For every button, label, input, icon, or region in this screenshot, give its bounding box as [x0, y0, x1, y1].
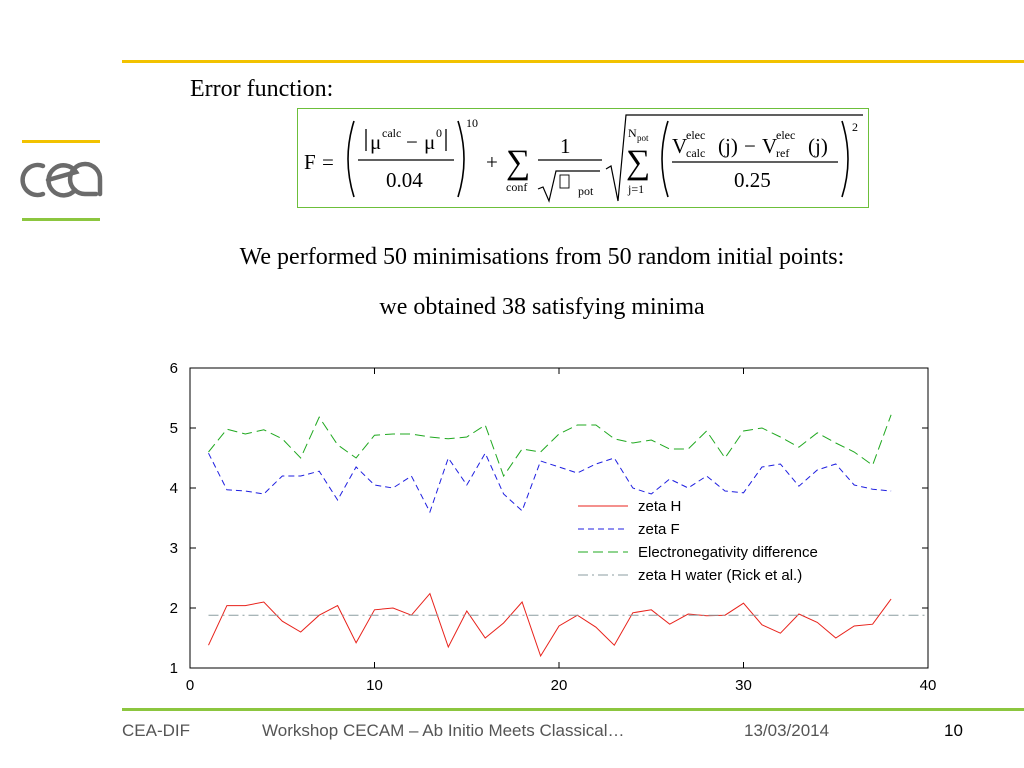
y-tick-label: 2 — [170, 600, 178, 617]
legend-label-zeta-h: zeta H — [638, 498, 681, 515]
formula-exponent-2: 2 — [852, 120, 858, 134]
cea-logo — [18, 140, 104, 222]
series-line-electroneg — [208, 414, 892, 478]
x-tick-label: 30 — [735, 677, 752, 694]
formula-calc-sub: calc — [686, 146, 705, 160]
y-tick-label: 5 — [170, 420, 178, 437]
formula-V-ref: V — [762, 134, 777, 158]
formula-pot-sub-2: pot — [637, 133, 649, 143]
statement-minimisations: We performed 50 minimisations from 50 ra… — [239, 244, 845, 270]
legend-label-electroneg: Electronegativity difference — [638, 544, 818, 561]
formula-sum-j: ∑ — [626, 144, 650, 181]
y-tick-label: 3 — [170, 540, 178, 557]
series-line-zeta-h — [208, 592, 892, 658]
footer-date: 13/03/2014 — [744, 721, 830, 740]
formula-equals: = — [322, 150, 334, 174]
formula-denominator-1: 0.04 — [386, 168, 423, 192]
formula-j-arg-1: (j) — [718, 134, 738, 158]
logo-bottom-bar — [22, 218, 100, 221]
formula-minus-1: − — [406, 130, 418, 154]
legend-label-zeta-h-water: zeta H water (Rick et al.) — [638, 567, 802, 584]
formula-plus: + — [486, 150, 498, 174]
formula-conf-sub: conf — [506, 180, 527, 194]
y-tick-label: 6 — [170, 360, 178, 377]
formula-zero-sup: 0 — [436, 126, 442, 140]
formula-mu-0: μ — [424, 130, 435, 154]
legend-label-zeta-f: zeta F — [638, 521, 680, 538]
statement-satisfying-minima: we obtained 38 satisfying minima — [379, 294, 705, 320]
formula-ref-sub: ref — [776, 146, 789, 160]
error-function-formula: F = μ calc − μ 0 0.04 10 + ∑ conf 1 pot … — [304, 114, 863, 203]
y-tick-label: 4 — [170, 480, 178, 497]
formula-N-limit: N — [628, 126, 637, 140]
formula-pot-sub-1: pot — [578, 184, 594, 198]
formula-box: F = μ calc − μ 0 0.04 10 + ∑ conf 1 pot … — [297, 108, 869, 208]
top-rule — [122, 60, 1024, 63]
formula-one: 1 — [560, 134, 571, 158]
formula-j-eq-1: j=1 — [627, 182, 644, 196]
formula-V-calc: V — [672, 134, 687, 158]
bottom-rule — [122, 708, 1024, 711]
formula-denominator-2: 0.25 — [734, 168, 771, 192]
cea-logo-mark — [20, 161, 103, 198]
formula-elec-sup-2: elec — [776, 128, 795, 142]
series-line-zeta-f — [208, 452, 892, 514]
y-tick-label: 1 — [170, 660, 178, 677]
formula-calc-sup: calc — [382, 126, 401, 140]
x-tick-label: 10 — [366, 677, 383, 694]
formula-minus-2: − — [744, 134, 756, 158]
logo-top-bar — [22, 140, 100, 143]
x-tick-label: 0 — [186, 677, 194, 694]
formula-elec-sup-1: elec — [686, 128, 705, 142]
formula-j-arg-2: (j) — [808, 134, 828, 158]
footer-event: Workshop CECAM – Ab Initio Meets Classic… — [262, 721, 625, 740]
footer-page-number: 10 — [944, 721, 963, 740]
formula-F: F — [304, 150, 316, 174]
formula-missing-glyph — [559, 174, 570, 189]
formula-exponent-10: 10 — [466, 116, 478, 130]
formula-mu-calc: μ — [370, 130, 381, 154]
footer-organization: CEA-DIF — [122, 721, 190, 740]
x-tick-label: 20 — [551, 677, 568, 694]
x-tick-label: 40 — [920, 677, 937, 694]
minima-line-chart: 0 10 20 30 40 1 2 3 4 5 6 zeta H zeta F Electronegat… — [170, 360, 937, 694]
formula-sum-conf: ∑ — [506, 144, 530, 181]
error-function-label: Error function: — [190, 76, 334, 102]
